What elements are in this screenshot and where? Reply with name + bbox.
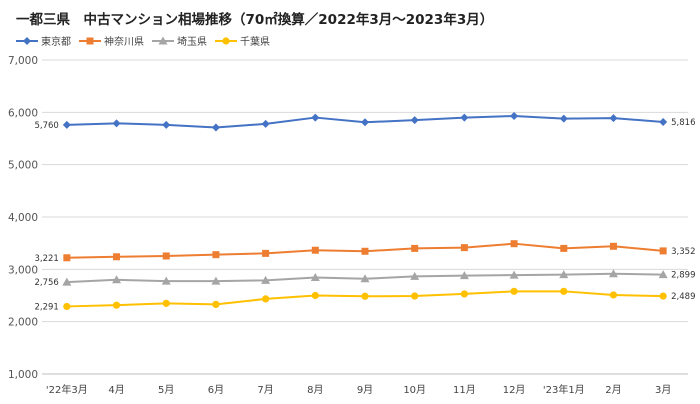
data-point (311, 246, 319, 254)
data-point (659, 117, 668, 126)
data-point (211, 123, 220, 132)
data-point (459, 271, 469, 280)
legend-item: 千葉県 (215, 33, 270, 48)
data-point (659, 247, 667, 255)
data-label: 5,816 (671, 118, 695, 128)
data-point (410, 271, 420, 280)
data-point (361, 118, 369, 127)
legend-swatch (79, 37, 101, 44)
x-tick-label: 12月 (503, 384, 526, 396)
data-point (162, 120, 171, 129)
x-tick-label: 5月 (158, 384, 174, 396)
data-point (509, 270, 519, 279)
data-point (112, 119, 121, 128)
legend-label: 東京都 (41, 37, 71, 48)
x-tick-label: 7月 (257, 384, 273, 396)
y-tick-label: 1,000 (8, 369, 38, 381)
data-label: 3,352 (671, 247, 695, 257)
data-point (222, 36, 230, 45)
data-point (460, 244, 468, 252)
data-point (261, 119, 270, 128)
data-point (460, 290, 468, 298)
data-point (608, 269, 618, 278)
legend-label: 神奈川県 (104, 37, 144, 48)
x-tick-label: 3月 (655, 384, 671, 396)
data-point (162, 299, 170, 307)
data-point (113, 253, 121, 261)
data-point (609, 291, 618, 299)
legend-label: 埼玉県 (177, 37, 207, 48)
data-point (211, 276, 221, 285)
data-point (411, 244, 419, 252)
data-point (212, 251, 220, 259)
data-point (560, 287, 568, 295)
data-point (311, 113, 320, 122)
legend-swatch (215, 36, 237, 45)
y-tick-label: 2,000 (8, 317, 38, 329)
data-point (62, 277, 72, 286)
legend-item: 神奈川県 (79, 33, 144, 48)
data-point (158, 36, 168, 44)
data-label: 2,489 (671, 292, 695, 302)
data-point (262, 295, 270, 303)
data-point (112, 275, 122, 284)
y-tick-label: 5,000 (8, 160, 38, 172)
x-tick-label: '23年1月 (543, 383, 585, 396)
data-point (311, 291, 319, 300)
data-point (62, 120, 71, 129)
data-point (86, 37, 94, 44)
data-point (360, 274, 370, 283)
data-point (510, 111, 519, 120)
data-point (658, 270, 668, 279)
data-point (262, 249, 270, 257)
data-point (659, 292, 667, 300)
data-point (411, 292, 419, 300)
y-tick-label: 4,000 (8, 212, 38, 224)
data-point (410, 116, 419, 125)
data-point (63, 254, 71, 262)
data-point (63, 302, 71, 311)
data-point (460, 113, 469, 122)
data-point (510, 287, 518, 295)
legend-swatch (16, 36, 38, 45)
data-point (212, 300, 220, 308)
data-point (162, 252, 170, 260)
data-point (609, 114, 618, 123)
chart-title: 一都三県 中古マンション相場推移（70㎡換算／2022年3月～2023年3月） (16, 12, 494, 28)
y-tick-label: 7,000 (8, 55, 38, 67)
data-label: 5,760 (35, 121, 59, 131)
data-label: 2,899 (671, 271, 695, 281)
x-tick-label: 8月 (307, 384, 323, 396)
data-point (361, 247, 369, 255)
data-point (261, 275, 271, 284)
data-point (559, 270, 569, 279)
x-tick-label: 9月 (357, 384, 373, 396)
x-tick-label: 11月 (453, 384, 476, 396)
x-tick-label: 4月 (108, 384, 124, 396)
data-point (161, 276, 171, 285)
data-point (609, 242, 617, 250)
data-point (361, 292, 369, 300)
legend-item: 東京都 (16, 33, 71, 48)
legend-swatch (152, 36, 174, 44)
x-tick-label: 2月 (605, 384, 621, 396)
data-label: 2,291 (35, 302, 59, 312)
data-point (112, 301, 121, 309)
x-tick-label: 6月 (208, 384, 224, 396)
x-tick-label: '22年3月 (46, 383, 88, 396)
data-point (510, 240, 518, 248)
y-tick-label: 6,000 (8, 107, 38, 119)
legend-label: 千葉県 (240, 37, 270, 48)
data-point (23, 36, 31, 45)
x-tick-label: 10月 (403, 384, 426, 396)
data-point (310, 272, 320, 281)
legend-item: 埼玉県 (152, 33, 207, 48)
legend: 東京都 神奈川県 埼玉県 千葉県 (16, 33, 270, 48)
data-point (559, 114, 568, 123)
data-point (560, 244, 568, 252)
data-label: 3,221 (35, 254, 59, 264)
data-label: 2,756 (35, 278, 59, 288)
y-tick-label: 3,000 (8, 264, 38, 276)
